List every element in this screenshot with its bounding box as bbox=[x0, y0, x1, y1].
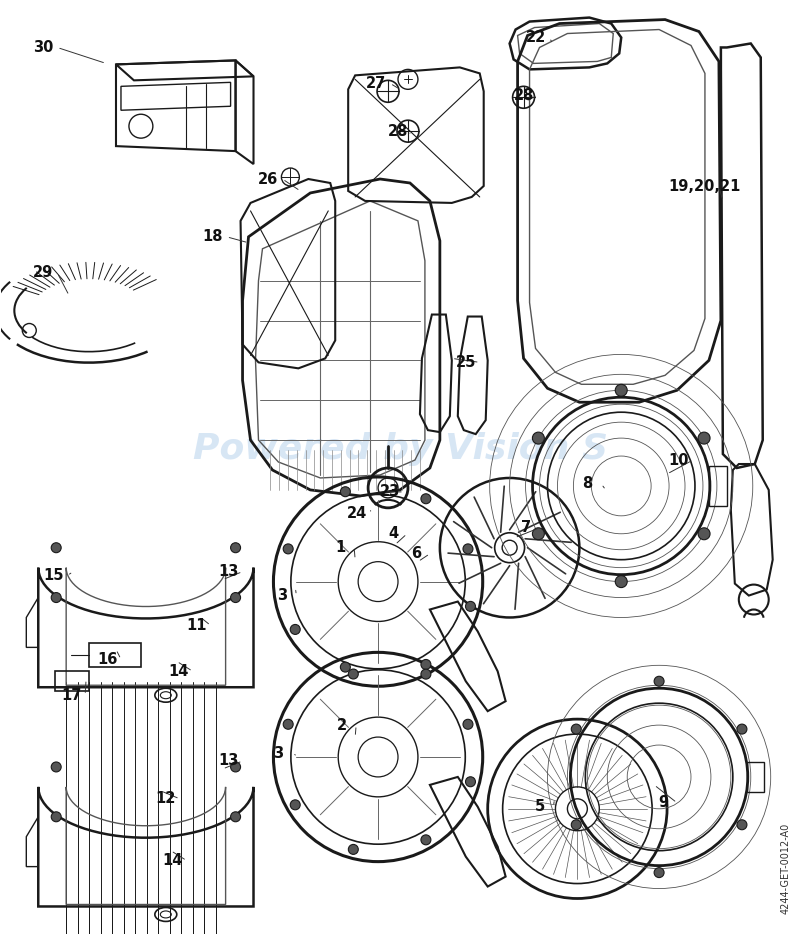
Circle shape bbox=[466, 602, 475, 611]
Circle shape bbox=[698, 528, 710, 540]
Text: 13: 13 bbox=[218, 564, 238, 579]
Text: 14: 14 bbox=[169, 664, 189, 679]
Text: 23: 23 bbox=[380, 485, 400, 500]
Text: 4244-GET-0012-A0: 4244-GET-0012-A0 bbox=[781, 823, 790, 914]
Text: 17: 17 bbox=[61, 688, 82, 703]
Text: 16: 16 bbox=[97, 651, 118, 666]
Text: 28: 28 bbox=[388, 124, 408, 139]
Text: 27: 27 bbox=[366, 76, 386, 91]
Text: 30: 30 bbox=[33, 40, 54, 55]
Circle shape bbox=[615, 385, 627, 396]
Text: 22: 22 bbox=[526, 30, 546, 45]
Circle shape bbox=[737, 820, 747, 829]
Circle shape bbox=[421, 494, 431, 504]
Text: 14: 14 bbox=[162, 853, 183, 868]
Circle shape bbox=[290, 624, 300, 635]
Text: 26: 26 bbox=[258, 171, 278, 186]
Text: 10: 10 bbox=[669, 452, 690, 467]
Circle shape bbox=[421, 835, 431, 845]
Text: 6: 6 bbox=[411, 547, 421, 562]
Circle shape bbox=[230, 592, 241, 603]
Circle shape bbox=[348, 669, 358, 679]
Text: 5: 5 bbox=[534, 799, 545, 814]
Text: 15: 15 bbox=[43, 568, 63, 583]
Circle shape bbox=[533, 528, 544, 540]
Text: 3: 3 bbox=[278, 588, 287, 603]
Circle shape bbox=[533, 432, 544, 444]
Circle shape bbox=[466, 777, 475, 787]
Circle shape bbox=[421, 669, 431, 680]
Text: 4: 4 bbox=[388, 526, 398, 541]
Text: 3: 3 bbox=[274, 745, 283, 761]
Text: 25: 25 bbox=[455, 355, 476, 370]
Circle shape bbox=[654, 868, 664, 878]
Text: 18: 18 bbox=[202, 229, 223, 244]
Text: 13: 13 bbox=[218, 753, 238, 768]
Circle shape bbox=[283, 544, 293, 554]
Circle shape bbox=[51, 762, 61, 772]
Circle shape bbox=[340, 662, 350, 672]
Text: 9: 9 bbox=[658, 796, 668, 811]
Circle shape bbox=[340, 487, 350, 497]
Circle shape bbox=[51, 543, 61, 552]
Circle shape bbox=[230, 543, 241, 552]
Circle shape bbox=[463, 544, 473, 554]
Circle shape bbox=[463, 719, 473, 729]
Circle shape bbox=[737, 724, 747, 734]
Circle shape bbox=[571, 820, 582, 829]
Text: Powered by Vision S: Powered by Vision S bbox=[193, 432, 607, 466]
Text: 29: 29 bbox=[33, 265, 54, 280]
Circle shape bbox=[698, 432, 710, 444]
Circle shape bbox=[230, 812, 241, 822]
Text: 28: 28 bbox=[514, 88, 534, 103]
Circle shape bbox=[421, 660, 431, 669]
Circle shape bbox=[51, 592, 61, 603]
Circle shape bbox=[283, 719, 293, 729]
Circle shape bbox=[571, 724, 582, 734]
Circle shape bbox=[348, 844, 358, 855]
Text: 11: 11 bbox=[186, 618, 207, 633]
Text: 24: 24 bbox=[347, 506, 367, 521]
Circle shape bbox=[290, 800, 300, 810]
Text: 19,20,21: 19,20,21 bbox=[669, 180, 741, 195]
Text: 1: 1 bbox=[335, 540, 346, 555]
Circle shape bbox=[51, 812, 61, 822]
Text: 12: 12 bbox=[156, 791, 176, 806]
Circle shape bbox=[615, 576, 627, 588]
Text: 2: 2 bbox=[337, 718, 347, 733]
Text: 7: 7 bbox=[521, 520, 530, 535]
Circle shape bbox=[230, 762, 241, 772]
Text: 8: 8 bbox=[582, 476, 593, 491]
Circle shape bbox=[654, 677, 664, 686]
